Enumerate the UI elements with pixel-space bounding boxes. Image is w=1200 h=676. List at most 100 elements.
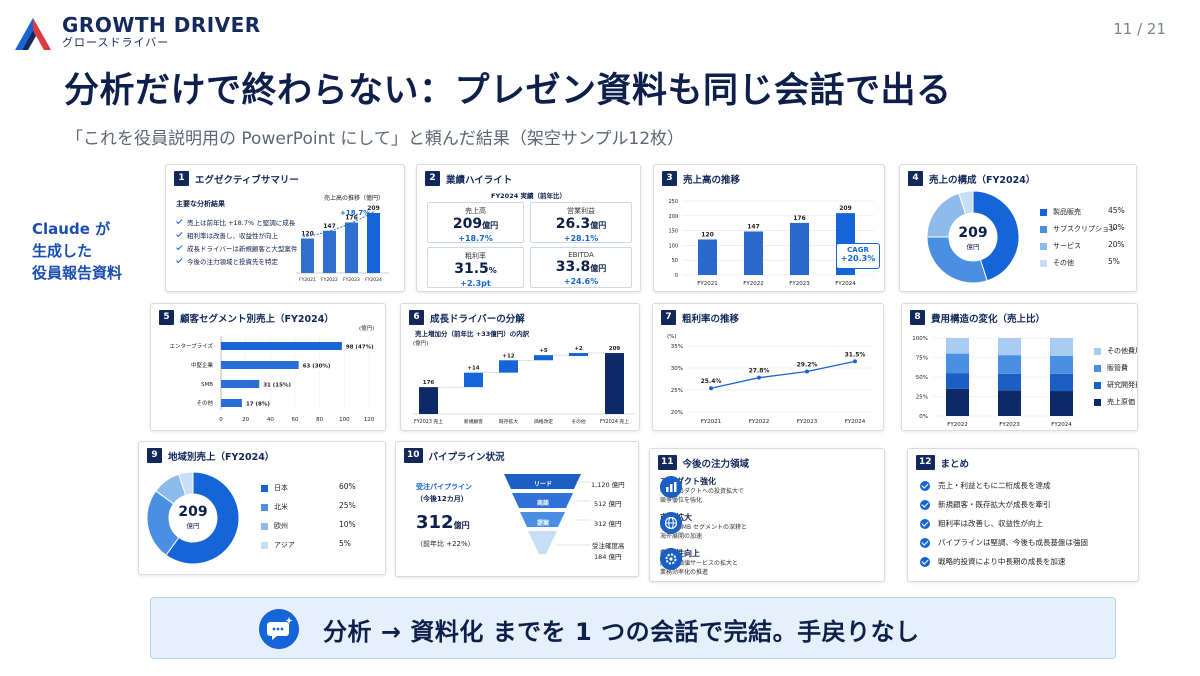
stacked-segment: [1050, 355, 1073, 374]
slide-card-6[interactable]: 6 成長ドライバーの分解 売上増加分（前年比 +33億円）の内訳 (億円) 176…: [400, 303, 640, 431]
y-tick-label: 30%: [671, 366, 683, 372]
series-line: [710, 360, 856, 389]
legend-item: アジア: [261, 540, 295, 550]
x-tick-label: FY2024: [1051, 422, 1072, 428]
legend-swatch: [1040, 225, 1047, 233]
legend-item: 欧州: [261, 521, 288, 531]
slide-card-3[interactable]: 3 売上高の推移 0 50 100 150 200 250 120 FY2021 147 FY202…: [653, 164, 885, 292]
x-tick-label: 100: [339, 417, 350, 423]
brand: GROWTH DRIVER グロースドライバー: [62, 14, 261, 50]
growth-label: +18.7%: [340, 209, 371, 217]
summary-point: 新規顧客・既存拡大が成長を牽引: [920, 499, 1051, 510]
waterfall-bar: [569, 353, 588, 357]
point-value-label: 31.5%: [845, 351, 866, 358]
card-title: 売上高の推移: [683, 174, 741, 186]
slide-card-9[interactable]: 9 地域別売上（FY2024） 209 億円 日本 60% 北米 25% 欧州 10% アジア…: [138, 441, 386, 575]
waterfall-bar: [464, 372, 483, 388]
x-tick-label: 新規顧客: [464, 418, 483, 425]
y-tick-label: 200: [668, 214, 678, 220]
summary-list-title: 主要な分析結果: [176, 200, 225, 208]
legend-swatch: [1094, 381, 1101, 389]
legend-label: 北米: [274, 503, 288, 511]
waterfall-bar: [534, 355, 553, 361]
slide-card-5[interactable]: 5 顧客セグメント別売上（FY2024） (億円) 0 20 40 60 80 100 120…: [150, 303, 386, 431]
legend-swatch: [1094, 364, 1101, 372]
x-tick-label: FY2023 売上: [414, 418, 443, 425]
slide-card-10[interactable]: 10 パイプライン状況 受注パイプライン （今後12カ月） 312億円 （前年比 …: [395, 441, 639, 577]
legend-swatch: [261, 484, 268, 492]
slide-card-4[interactable]: 4 売上の構成（FY2024） 209 億円 製品販売 45% サブスクリプション 30…: [899, 164, 1137, 292]
x-tick-label: FY2024: [845, 419, 866, 425]
x-tick-label: FY2022: [743, 281, 764, 287]
side-note-line-2: 生成した: [32, 242, 93, 260]
bar: [323, 230, 336, 273]
card-number: 3: [662, 171, 677, 186]
y-tick-label: 0%: [919, 414, 928, 420]
growth-driver-logo-icon: [15, 18, 51, 50]
metric-revenue: 売上高 209億円 +18.7%: [427, 202, 524, 243]
waterfall-bar: [419, 387, 438, 414]
waterfall-bar: [605, 353, 624, 414]
slide-card-8[interactable]: 8 費用構造の変化（売上比） 0% 25% 50% 75% 100% FY2022 FY202…: [901, 303, 1138, 431]
data-point: [757, 375, 761, 380]
slide-card-12[interactable]: 12 まとめ 売上・利益ともに二桁成長を達成 新規顧客・既存拡大が成長を牽引 粗利…: [907, 448, 1139, 582]
funnel-stage-amount: 1,120 億円: [591, 481, 625, 489]
waterfall-chart: 176 FY2023 売上 +14 新規顧客 +12 既存拡大 +5 価格改定 +2 その他 209…: [413, 346, 635, 425]
bar-value-label: +5: [539, 348, 548, 354]
x-tick-label: FY2023: [797, 419, 818, 425]
y-tick-label: 150: [668, 229, 678, 235]
legend-label: 日本: [274, 484, 288, 492]
x-tick-label: FY2021: [701, 419, 722, 425]
legend-item: 売上原価: [1094, 397, 1135, 407]
card-title: 売上の構成（FY2024）: [929, 174, 1036, 186]
card-number: 8: [910, 310, 925, 325]
x-tick-label: 既存拡大: [499, 418, 518, 425]
slide-card-2[interactable]: 2 業績ハイライト FY2024 実績（前年比） 売上高 209億円 +18.7%…: [416, 164, 641, 292]
x-tick-label: FY2023: [789, 281, 810, 287]
donut-slice: [165, 471, 240, 565]
side-note-line-1: Claude が: [32, 220, 111, 238]
funnel-stage-label: リード: [534, 481, 553, 488]
x-tick-label: FY2024: [835, 281, 856, 287]
legend-label: サービス: [1053, 242, 1081, 250]
waterfall-bar: [499, 360, 518, 373]
bar: [301, 238, 314, 273]
conclusion-banner: 分析 → 資料化 までを 1 つの会話で完結。手戻りなし: [150, 597, 1116, 659]
legend-label: 売上原価: [1107, 398, 1135, 406]
data-point: [853, 359, 857, 364]
pipeline-label: 受注パイプライン: [416, 483, 472, 491]
x-tick-label: FY2021: [697, 281, 718, 287]
stacked-segment: [1050, 338, 1073, 356]
card-title: 顧客セグメント別売上（FY2024）: [180, 313, 334, 325]
y-tick-label: 35%: [671, 344, 683, 350]
summary-item: 成長ドライバーは新規顧客と大型案件: [176, 241, 297, 254]
card-number: 5: [159, 310, 174, 325]
brand-name: GROWTH DRIVER: [62, 13, 261, 37]
y-tick-label: 50: [672, 258, 678, 264]
bar-value-label: 17 (8%): [246, 402, 270, 408]
bar-value-label: 209: [839, 205, 852, 212]
y-tick-label: 100%: [912, 336, 928, 342]
stacked-segment: [946, 338, 969, 354]
bar: [221, 361, 299, 369]
y-tick-label: 20%: [671, 410, 683, 416]
highlight-subtitle: FY2024 実績（前年比）: [491, 192, 567, 200]
y-tick-label: 50%: [916, 375, 928, 381]
bar-value-label: 120: [301, 231, 314, 238]
side-note: Claude が 生成した 役員報告資料: [32, 218, 152, 284]
funnel-stage-label: 提案: [537, 520, 550, 527]
card-title: 粗利率の推移: [682, 313, 740, 325]
stacked-segment: [1050, 391, 1073, 416]
slide-card-1[interactable]: 1 エグゼクティブサマリー 主要な分析結果 売上は前年比 +18.7% と堅調に成…: [165, 164, 405, 292]
slide-card-7[interactable]: 7 粗利率の推移 (%) 20% 25% 30% 35% 25.4% FY2021 27.8%…: [652, 303, 884, 431]
point-value-label: 25.4%: [701, 378, 722, 385]
bar-value-label: +12: [502, 353, 514, 359]
point-value-label: 27.8%: [749, 368, 770, 375]
legend-percent: 20%: [1108, 240, 1125, 249]
x-tick-label: FY2024: [365, 277, 382, 283]
legend-swatch: [1094, 347, 1101, 355]
funnel-stage: [528, 531, 557, 554]
summary-item: 今後の注力領域と投資先を特定: [176, 254, 297, 267]
x-tick-label: 80: [316, 417, 323, 423]
